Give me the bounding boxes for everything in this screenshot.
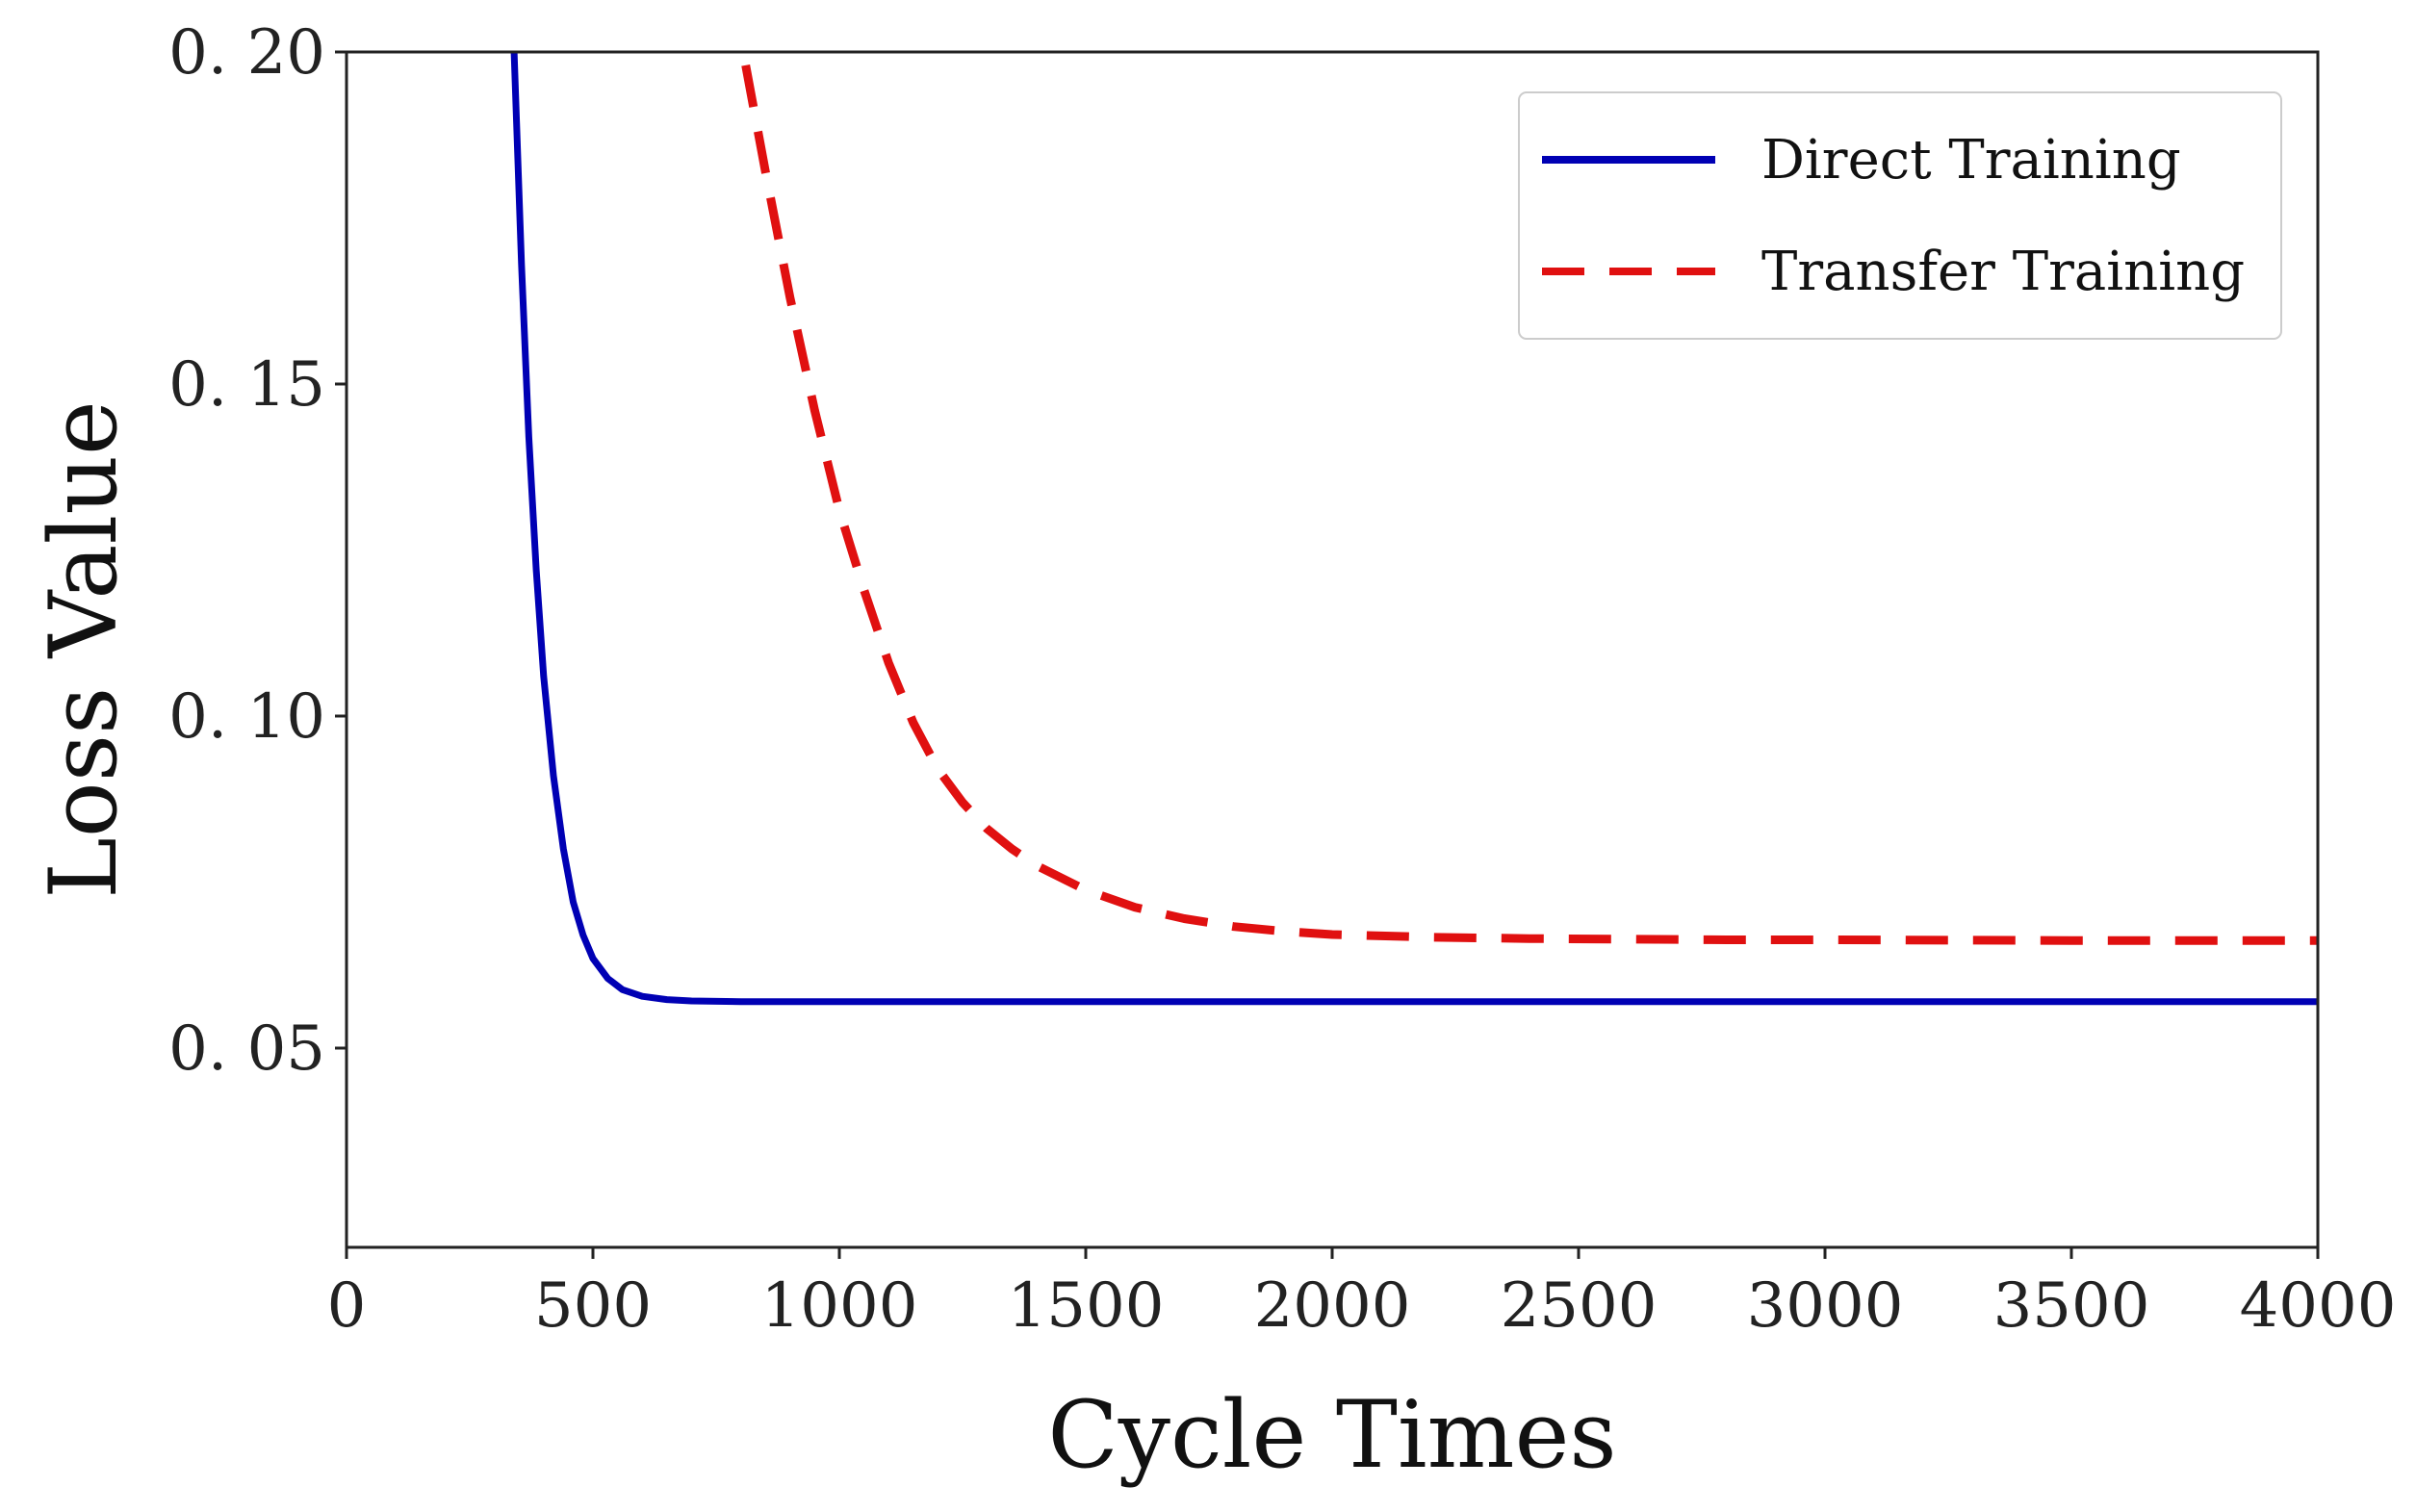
x-tick-label: 4000: [2240, 1270, 2397, 1342]
y-tick-label: 0. 10: [168, 681, 325, 753]
legend-label-transfer-training: Transfer Training: [1761, 241, 2245, 303]
legend-box: [1518, 91, 2282, 340]
x-tick-label: 2000: [1254, 1270, 1411, 1342]
x-tick-label: 500: [534, 1270, 652, 1342]
y-tick-label: 0. 15: [168, 349, 325, 421]
x-tick-label: 1000: [761, 1270, 918, 1342]
y-tick-label: 0. 20: [168, 17, 325, 89]
y-axis-label: Loss Value: [30, 400, 138, 899]
x-tick-label: 3000: [1747, 1270, 1904, 1342]
series-layer: [510, 51, 2318, 1006]
series-line-direct-training: [510, 51, 2318, 1006]
x-axis-label: Cycle Times: [1047, 1381, 1616, 1489]
legend-label-direct-training: Direct Training: [1761, 129, 2181, 192]
x-tick-label: 1500: [1008, 1270, 1165, 1342]
series-line-transfer-training: [741, 64, 2318, 945]
x-tick-label: 2500: [1501, 1270, 1658, 1342]
legend: Direct Training Transfer Training: [1518, 91, 2282, 340]
x-axis-ticks: 0 500 1000 1500 2000 2500 3000 3500 4000: [327, 1247, 2397, 1342]
x-tick-label: 0: [327, 1270, 367, 1342]
y-axis-ticks: 0. 05 0. 10 0. 15 0. 20: [168, 17, 347, 1085]
x-tick-label: 3500: [1993, 1270, 2150, 1342]
y-tick-label: 0. 05: [168, 1013, 325, 1085]
